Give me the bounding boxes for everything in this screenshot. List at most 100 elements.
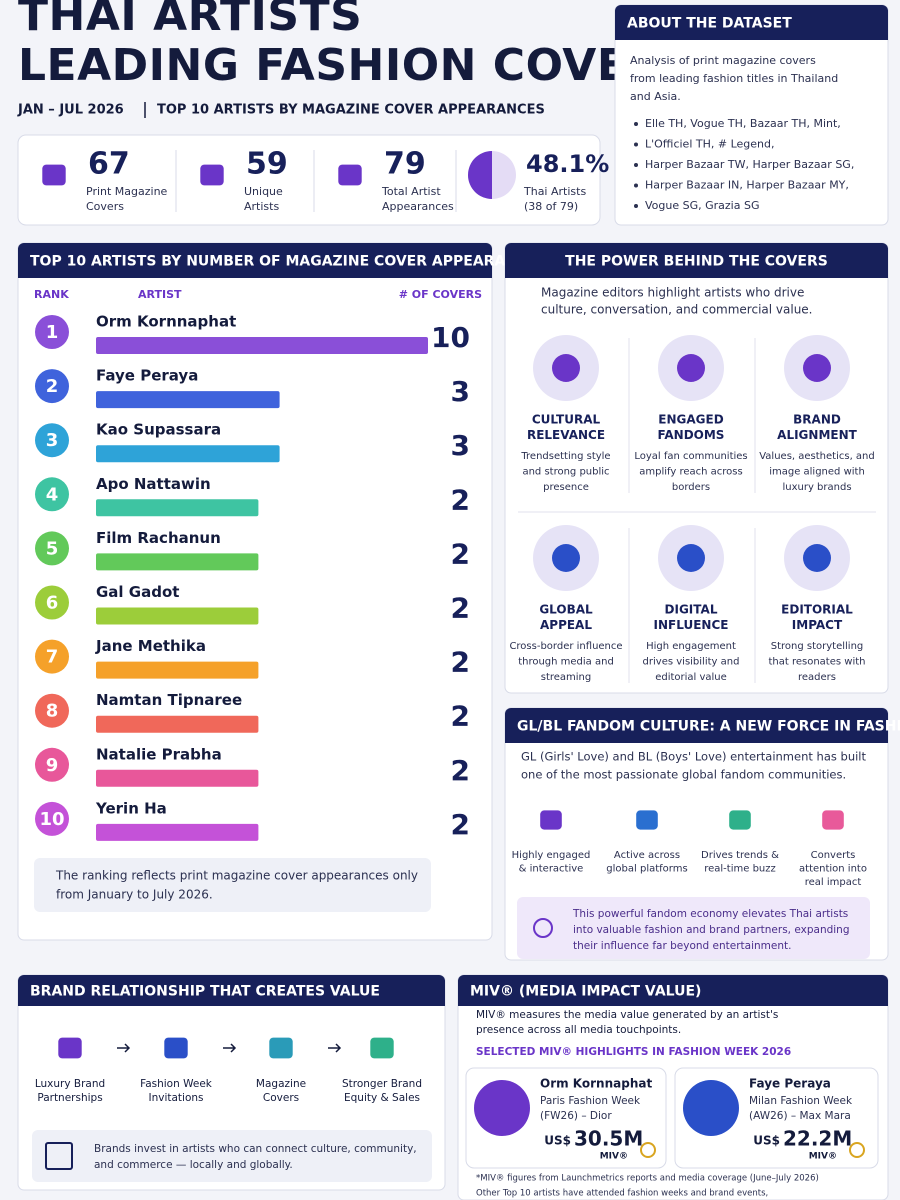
- icon: [803, 354, 831, 382]
- power-item-desc: drives visibility and: [643, 657, 740, 668]
- power-item-title: FANDOMS: [658, 428, 725, 442]
- brand-step: Partnerships: [37, 1092, 102, 1104]
- power-item-title: CULTURAL: [532, 413, 601, 427]
- power-item-title: ENGAGED: [658, 413, 723, 427]
- rank-number: 4: [46, 484, 59, 505]
- bullet: [634, 183, 638, 188]
- miv-currency: US$: [544, 1134, 571, 1148]
- miv-intro: MIV® measures the media value generated …: [476, 1009, 778, 1021]
- column-header: RANK: [34, 288, 69, 301]
- icon: [552, 354, 580, 382]
- brand-note: Brands invest in artists who can connect…: [94, 1143, 417, 1155]
- brand-step: Equity & Sales: [344, 1092, 420, 1104]
- fandom-item: & interactive: [519, 864, 584, 875]
- bar: [96, 661, 259, 679]
- power-item-title: IMPACT: [792, 618, 843, 632]
- fandom-item: Highly engaged: [512, 850, 591, 861]
- panel-header: [505, 270, 888, 278]
- rank-number: 8: [46, 701, 59, 722]
- about-item: Harper Bazaar TW, Harper Bazaar SG,: [645, 158, 854, 171]
- miv-intro: presence across all media touchpoints.: [476, 1024, 681, 1036]
- power-item-desc: image aligned with: [769, 467, 865, 478]
- panel-title: ABOUT THE DATASET: [627, 16, 792, 32]
- icon: [822, 810, 844, 830]
- miv-event: (FW26) – Dior: [540, 1110, 612, 1122]
- miv-currency: US$: [753, 1134, 780, 1148]
- about-text: Analysis of print magazine covers: [630, 54, 816, 67]
- about-item: Harper Bazaar IN, Harper Bazaar MY,: [645, 179, 849, 192]
- bar: [96, 553, 259, 571]
- icon: [200, 164, 224, 186]
- bullet: [634, 204, 638, 208]
- rank-number: 2: [46, 376, 59, 397]
- trophy-icon: [640, 1142, 656, 1158]
- artist-name: Namtan Tipnaree: [96, 691, 242, 709]
- bullet: [634, 122, 638, 126]
- stat-label: Unique: [244, 185, 283, 198]
- power-item-title: APPEAL: [540, 618, 592, 632]
- rank-number: 6: [46, 593, 59, 614]
- icon: [552, 544, 580, 572]
- artist-name: Film Rachanun: [96, 529, 221, 547]
- miv-event: (AW26) – Max Mara: [749, 1110, 851, 1122]
- callout-icon: [533, 918, 553, 938]
- miv-footnote: Other Top 10 artists have attended fashi…: [476, 1189, 768, 1199]
- artist-name: Apo Nattawin: [96, 475, 211, 493]
- miv-footnote: *MIV® figures from Launchmetrics reports…: [476, 1174, 819, 1184]
- icon: [803, 544, 831, 572]
- power-item-title: ALIGNMENT: [777, 428, 857, 442]
- rank-badge: [35, 531, 69, 566]
- power-item-title: EDITORIAL: [781, 603, 853, 617]
- panel-title: GL/BL FANDOM CULTURE: A NEW FORCE IN FAS…: [517, 719, 900, 735]
- panel-header: [458, 998, 888, 1006]
- rank-number: 1: [46, 322, 59, 343]
- fandom-item: real impact: [805, 877, 862, 888]
- miv-artist: Orm Kornnaphat: [540, 1077, 652, 1091]
- rank-badge: [35, 315, 69, 349]
- power-item-title: GLOBAL: [539, 603, 593, 617]
- rank-badge: [35, 801, 69, 836]
- rank-number: 10: [39, 809, 64, 830]
- bar: [96, 607, 259, 625]
- brand-step: Fashion Week: [140, 1078, 213, 1090]
- rank-badge: [35, 423, 69, 458]
- fandom-item: attention into: [799, 864, 867, 875]
- note-box: [34, 858, 431, 912]
- panel-header: [18, 998, 445, 1006]
- bar: [96, 823, 259, 841]
- bar: [96, 715, 259, 733]
- about-text: from leading fashion titles in Thailand: [630, 72, 838, 85]
- artist-name: Orm Kornnaphat: [96, 313, 236, 331]
- icon: [677, 354, 705, 382]
- icon: [338, 164, 362, 186]
- icon: [540, 810, 562, 830]
- power-item-desc: luxury brands: [782, 482, 851, 493]
- rank-badge: [35, 747, 69, 782]
- panel-title: THE POWER BEHIND THE COVERS: [565, 254, 828, 270]
- column-header: # OF COVERS: [399, 288, 482, 301]
- brand-step: Luxury Brand: [35, 1078, 105, 1090]
- panel-header: [505, 708, 888, 743]
- miv-value: 30.5M: [574, 1127, 643, 1151]
- cover-count: 2: [451, 700, 470, 733]
- callout-box: [517, 897, 870, 959]
- icon: [677, 544, 705, 572]
- about-text: and Asia.: [630, 90, 681, 103]
- cover-count: 3: [451, 375, 470, 408]
- cover-count: 2: [451, 808, 470, 841]
- cover-count: 2: [451, 646, 470, 679]
- rank-number: 3: [46, 430, 59, 451]
- artist-name: Gal Gadot: [96, 583, 179, 601]
- miv-unit: MIV®: [809, 1152, 837, 1162]
- icon: [58, 1037, 82, 1059]
- cover-count: 2: [451, 537, 470, 570]
- brand-note: and commerce — locally and globally.: [94, 1159, 293, 1171]
- about-item: Vogue SG, Grazia SG: [645, 199, 759, 212]
- power-item-desc: High engagement: [646, 641, 736, 652]
- miv-icon: [683, 1080, 739, 1136]
- stat-value: 59: [246, 147, 288, 182]
- icon: [269, 1037, 293, 1059]
- panel-header: [615, 5, 888, 40]
- arrow: [223, 1043, 237, 1053]
